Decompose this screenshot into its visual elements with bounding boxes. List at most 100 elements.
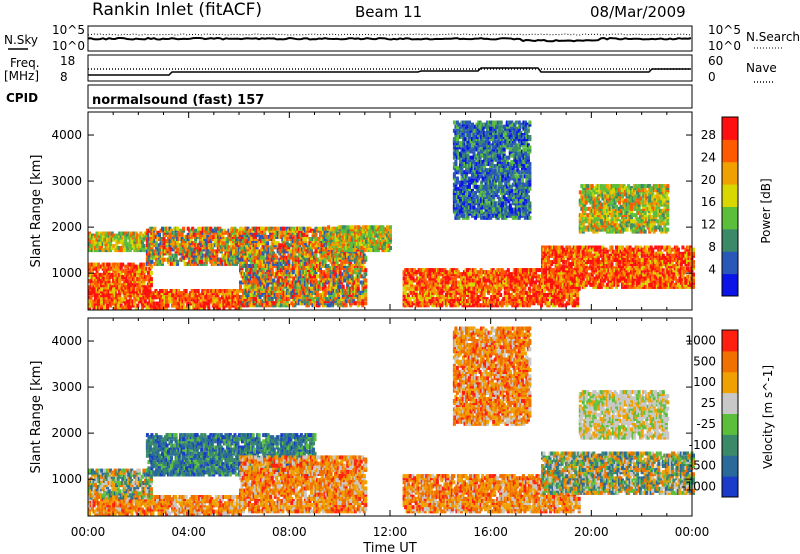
scatter-cell bbox=[222, 305, 226, 310]
scatter-cell bbox=[233, 289, 236, 293]
scatter-cell bbox=[254, 237, 258, 241]
scatter-cell bbox=[198, 301, 202, 306]
scatter-cell bbox=[165, 241, 169, 246]
scatter-cell bbox=[310, 293, 313, 297]
scatter-cell bbox=[299, 259, 303, 264]
scatter-cell bbox=[350, 274, 354, 279]
scatter-cell bbox=[322, 286, 325, 291]
scatter-cell bbox=[95, 248, 99, 253]
scatter-cell bbox=[145, 275, 149, 279]
scatter-cell bbox=[276, 286, 280, 291]
scatter-cell bbox=[275, 255, 279, 260]
scatter-cell bbox=[184, 295, 188, 300]
scatter-cell bbox=[94, 295, 97, 300]
scatter-cell bbox=[270, 247, 274, 252]
scatter-cell bbox=[219, 228, 223, 233]
scatter-cell bbox=[128, 279, 132, 284]
scatter-cell bbox=[282, 226, 286, 231]
scatter-cell bbox=[359, 280, 363, 285]
scatter-cell bbox=[172, 289, 176, 293]
scatter-cell bbox=[329, 293, 333, 297]
scatter-cell bbox=[242, 253, 245, 258]
scatter-cell bbox=[207, 305, 211, 310]
scatter-cell bbox=[89, 246, 93, 250]
scatter-cell bbox=[282, 237, 286, 241]
scatter-cell bbox=[328, 268, 332, 273]
scatter-cell bbox=[346, 282, 350, 287]
scatter-cell bbox=[349, 253, 353, 258]
scatter-cell bbox=[373, 246, 377, 250]
scatter-cell bbox=[348, 235, 352, 240]
scatter-cell bbox=[95, 301, 99, 306]
scatter-cell bbox=[240, 295, 244, 299]
scatter-cell bbox=[351, 225, 355, 230]
scatter-cell bbox=[288, 282, 292, 287]
scatter-cell bbox=[343, 241, 347, 246]
scatter-cell bbox=[154, 241, 158, 246]
scatter-cell bbox=[95, 299, 99, 304]
scatter-cell bbox=[148, 285, 152, 290]
scatter-cell bbox=[157, 293, 161, 298]
scatter-cell bbox=[127, 283, 131, 288]
scatter-cell bbox=[334, 272, 338, 277]
scatter-cell bbox=[118, 237, 122, 242]
scatter-cell bbox=[338, 284, 342, 289]
scatter-cell bbox=[143, 248, 147, 253]
scatter-cell bbox=[207, 301, 211, 306]
scatter-cell bbox=[306, 299, 310, 304]
scatter-cell bbox=[124, 239, 128, 244]
scatter-cell bbox=[502, 301, 506, 306]
scatter-cell bbox=[291, 261, 295, 266]
scatter-cell bbox=[124, 295, 128, 300]
scatter-cell bbox=[300, 251, 304, 256]
scatter-cell bbox=[197, 226, 201, 231]
scatter-cell bbox=[329, 278, 333, 283]
scatter-cell bbox=[543, 288, 546, 293]
scatter-cell bbox=[361, 261, 365, 266]
scatter-cell bbox=[239, 253, 242, 258]
scatter-cell bbox=[305, 245, 309, 250]
scatter-cell bbox=[101, 239, 105, 244]
scatter-cell bbox=[225, 299, 229, 304]
scatter-cell bbox=[291, 232, 295, 237]
scatter-cell bbox=[124, 303, 128, 308]
scatter-cell bbox=[279, 303, 283, 308]
scatter-cell bbox=[296, 282, 300, 287]
scatter-cell bbox=[273, 288, 277, 293]
scatter-cell bbox=[176, 226, 180, 231]
scatter-cell bbox=[200, 261, 204, 266]
scatter-cell bbox=[239, 299, 242, 304]
scatter-cell bbox=[154, 245, 158, 250]
scatter-cell bbox=[109, 266, 113, 271]
scatter-cell bbox=[285, 299, 289, 304]
scatter-cell bbox=[246, 297, 250, 302]
scatter-cell bbox=[109, 243, 113, 248]
scatter-cell bbox=[361, 231, 365, 236]
scatter-cell bbox=[261, 293, 265, 297]
scatter-cell bbox=[119, 270, 123, 275]
scatter-cell bbox=[110, 246, 114, 250]
scatter-cell bbox=[124, 279, 128, 284]
scatter-cell bbox=[165, 239, 169, 244]
scatter-cell bbox=[342, 243, 346, 248]
scatter-cell bbox=[225, 237, 229, 241]
scatter-cell bbox=[276, 241, 280, 246]
scatter-cell bbox=[251, 251, 255, 256]
scatter-cell bbox=[402, 286, 406, 291]
scatter-cell bbox=[296, 297, 300, 302]
scatter-cell bbox=[314, 270, 318, 275]
scatter-cell bbox=[192, 261, 196, 266]
scatter-cell bbox=[258, 295, 262, 299]
scatter-cell bbox=[279, 268, 283, 273]
scatter-cell bbox=[389, 225, 392, 230]
scatter-cell bbox=[245, 259, 248, 264]
scatter-cell bbox=[319, 251, 322, 256]
scatter-cell bbox=[288, 284, 292, 289]
scatter-cell bbox=[344, 303, 348, 308]
scatter-cell bbox=[124, 268, 128, 273]
scatter-cell bbox=[322, 226, 325, 231]
scatter-cell bbox=[239, 245, 242, 250]
scatter-cell bbox=[319, 230, 322, 235]
scatter-cell bbox=[272, 278, 276, 283]
scatter-cell bbox=[249, 241, 253, 246]
